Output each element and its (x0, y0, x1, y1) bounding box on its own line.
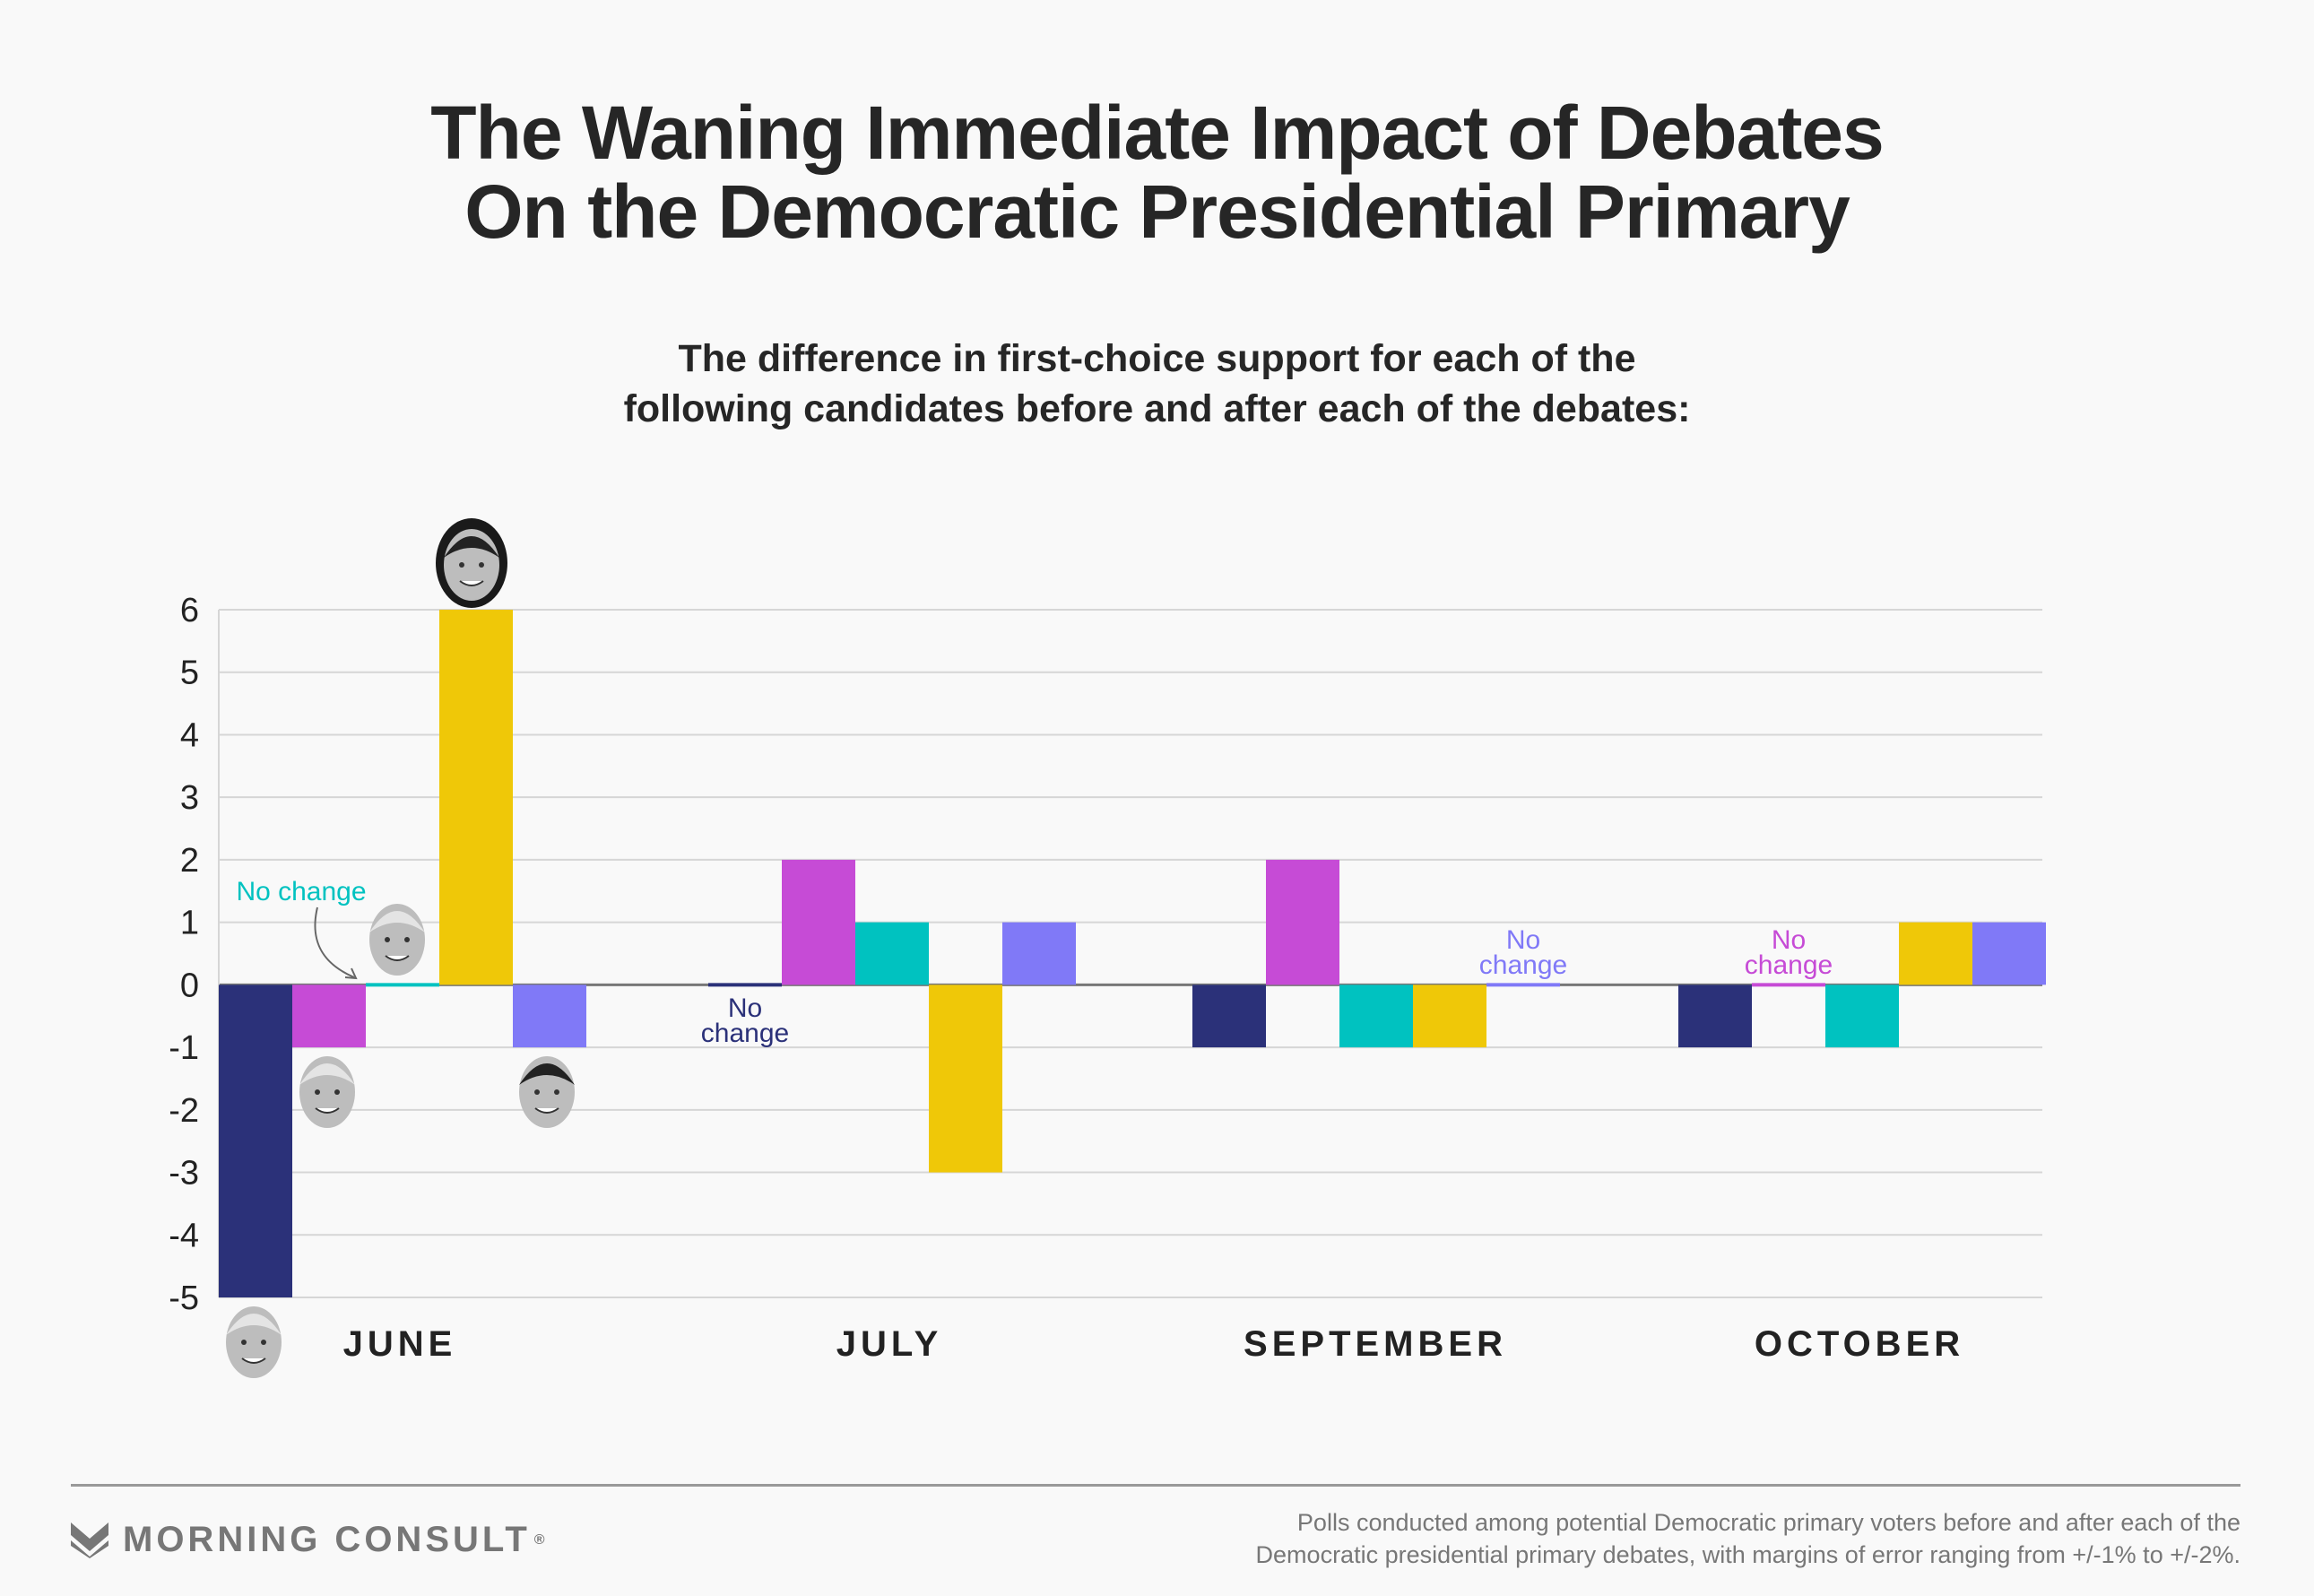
y-tick-label: -4 (169, 1217, 199, 1254)
harris-headshot (436, 518, 507, 608)
y-tick-label: 0 (180, 967, 199, 1004)
y-tick-label: 3 (180, 779, 199, 817)
bar-zero (1752, 983, 1825, 987)
buttigieg-headshot (519, 1056, 575, 1128)
y-tick-label: 2 (180, 842, 199, 880)
x-category-label: JUNE (343, 1324, 457, 1364)
y-tick-label: 4 (180, 716, 199, 754)
biden-headshot (226, 1306, 282, 1378)
chart-title-line-1: The Waning Immediate Impact of Debates (430, 91, 1885, 175)
bar (1972, 922, 2046, 985)
bar (1678, 984, 1752, 1048)
y-tick-label: -3 (169, 1155, 199, 1193)
bar (1339, 984, 1413, 1048)
chart-title-line-2: On the Democratic Presidential Primary (464, 169, 1850, 254)
bar (219, 984, 292, 1297)
bar (782, 859, 855, 985)
bar (1266, 859, 1339, 985)
bar (1002, 922, 1076, 985)
no-change-annotation: change (1479, 950, 1567, 980)
bar-zero (1486, 983, 1560, 987)
bar (1899, 922, 1972, 985)
annotation-arrow (314, 906, 355, 978)
bar (1825, 984, 1899, 1048)
footnote-line-2: Democratic presidential primary debates,… (1255, 1541, 2240, 1568)
bar-zero (366, 983, 439, 987)
no-change-annotation: No (728, 993, 762, 1023)
x-category-label: SEPTEMBER (1244, 1324, 1507, 1364)
no-change-annotation: No change (236, 877, 366, 906)
bar-chart: 6 5 4 3 2 1 0 -1 -2 -3 -4 -5 JUNE JULY SEPTEMBER OCTOBE… (169, 518, 2046, 1378)
no-change-annotation: change (701, 1019, 789, 1048)
chart-subtitle-line-1: The difference in first-choice support f… (678, 337, 1636, 380)
chart-subtitle-line-2: following candidates before and after ea… (623, 387, 1691, 430)
bar (292, 984, 366, 1048)
bar-zero (708, 983, 782, 987)
y-tick-label: 1 (180, 905, 199, 942)
footnote: Polls conducted among potential Democrat… (1256, 1506, 2240, 1571)
footnote-line-1: Polls conducted among potential Democrat… (1296, 1509, 2240, 1536)
bar (439, 610, 513, 985)
bar (1192, 984, 1266, 1048)
warren-headshot (299, 1056, 355, 1128)
y-tick-label: -1 (169, 1029, 199, 1067)
no-change-annotation: No (1772, 925, 1806, 955)
y-tick-label: -5 (169, 1279, 199, 1317)
bar (513, 984, 586, 1048)
no-change-annotation: No (1506, 925, 1540, 955)
y-tick-label: 5 (180, 655, 199, 692)
arrow-head-icon (344, 967, 358, 980)
bar (929, 984, 1002, 1173)
bar (855, 922, 929, 985)
morning-consult-m-icon (71, 1522, 108, 1558)
bar (1413, 984, 1486, 1048)
x-category-label: OCTOBER (1755, 1324, 1964, 1364)
logo-text: MORNING CONSULT (123, 1520, 531, 1559)
sanders-headshot (369, 904, 425, 976)
y-tick-label: -2 (169, 1092, 199, 1130)
x-category-label: JULY (836, 1324, 943, 1364)
no-change-annotation: change (1745, 950, 1833, 980)
morning-consult-logo: MORNING CONSULT ® (71, 1520, 549, 1560)
y-tick-label: 6 (180, 592, 199, 629)
footer-divider (71, 1484, 2240, 1487)
